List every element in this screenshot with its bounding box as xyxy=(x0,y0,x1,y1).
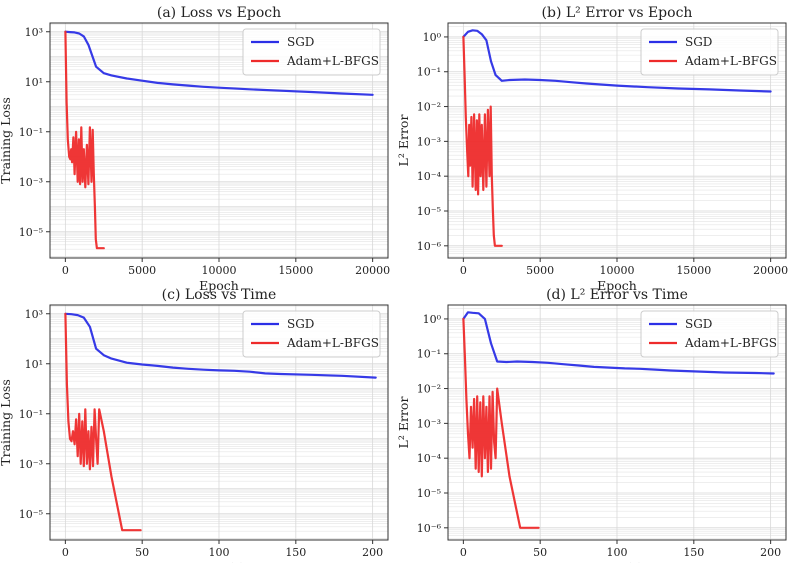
y-tick-label: 10⁻⁵ xyxy=(417,487,441,500)
chart-title: (c) Loss vs Time xyxy=(162,287,277,303)
y-axis-label: L² Error xyxy=(396,115,411,167)
legend: SGD Adam+L-BFGS xyxy=(640,28,779,76)
x-tick-label: 150 xyxy=(683,546,704,559)
chart-title: (d) L² Error vs Time xyxy=(546,287,688,303)
y-tick-label: 10⁻⁵ xyxy=(417,205,441,218)
legend-entry-adam-lbfgs: Adam+L-BFGS xyxy=(286,336,379,350)
y-tick-label: 10¹ xyxy=(25,358,43,371)
y-tick-label: 10⁻⁶ xyxy=(417,240,442,253)
series-lines xyxy=(64,30,374,250)
x-tick-label: 15000 xyxy=(676,264,711,277)
y-tick-label: 10¹ xyxy=(25,76,43,89)
x-tick-label: 200 xyxy=(362,546,383,559)
x-tick-label: 0 xyxy=(62,264,69,277)
y-tick-label: 10⁻⁴ xyxy=(417,452,442,465)
x-axis-label: Epoch xyxy=(597,278,637,293)
x-tick-label: 20000 xyxy=(753,264,788,277)
y-tick-label: 10⁻⁴ xyxy=(417,170,442,183)
chart-title: (a) Loss vs Epoch xyxy=(157,5,281,21)
legend-box xyxy=(242,310,381,358)
x-tick-label: 5000 xyxy=(128,264,156,277)
y-axis-label: Training Loss xyxy=(0,379,13,466)
legend-box xyxy=(242,28,381,76)
x-axis-label: Epoch xyxy=(199,278,239,293)
x-tick-label: 10000 xyxy=(600,264,635,277)
legend-box xyxy=(640,310,779,358)
y-tick-label: 10⁻¹ xyxy=(19,126,43,139)
x-tick-label: 0 xyxy=(62,546,69,559)
x-tick-label: 150 xyxy=(285,546,306,559)
y-tick-label: 10³ xyxy=(25,26,43,39)
panel-b: 0 5000 10000 15000 20000 10⁰ 10⁻¹ 10⁻² 10⁻³ 10⁻⁴ 1… xyxy=(396,5,788,293)
series-lines xyxy=(462,29,772,247)
y-tick-label: 10⁰ xyxy=(423,313,442,326)
panel-a: 0 5000 10000 15000 20000 10³ 10¹ 10⁻¹ 10⁻³ 10⁻⁵ (a… xyxy=(0,5,390,293)
series-line-sgd xyxy=(64,312,377,379)
x-tick-label: 20000 xyxy=(355,264,390,277)
x-tick-label: 100 xyxy=(209,546,230,559)
legend: SGD Adam+L-BFGS xyxy=(242,28,381,76)
y-tick-label: 10⁻³ xyxy=(19,458,43,471)
x-tick-label: 200 xyxy=(760,546,781,559)
panel-c: 0 50 100 150 200 10³ 10¹ 10⁻¹ 10⁻³ 10⁻⁵ (c) Loss v… xyxy=(0,287,389,563)
y-tick-label: 10³ xyxy=(25,308,43,321)
y-tick-label: 10⁻³ xyxy=(417,417,441,430)
x-axis-label: Time (s) xyxy=(591,560,643,563)
y-tick-label: 10⁻² xyxy=(417,383,441,396)
y-tick-label: 10⁻⁵ xyxy=(19,508,43,521)
y-tick-label: 10⁻¹ xyxy=(417,348,441,361)
panel-d: 0 50 100 150 200 10⁰ 10⁻¹ 10⁻² 10⁻³ 10⁻⁴ 10⁻⁵ 10⁻⁶ (… xyxy=(396,287,787,563)
legend-box xyxy=(640,28,779,76)
legend-entry-sgd: SGD xyxy=(287,35,314,49)
x-tick-label: 10000 xyxy=(202,264,237,277)
chart-title: (b) L² Error vs Epoch xyxy=(542,5,693,21)
y-axis-label: Training Loss xyxy=(0,97,13,184)
series-line-sgd xyxy=(462,311,775,375)
x-tick-label: 5000 xyxy=(526,264,554,277)
x-tick-label: 100 xyxy=(607,546,628,559)
x-tick-label: 0 xyxy=(460,264,467,277)
y-tick-label: 10⁻¹ xyxy=(417,66,441,79)
y-tick-label: 10⁻⁶ xyxy=(417,522,442,535)
x-axis-label: Time (s) xyxy=(193,560,245,563)
legend-entry-adam-lbfgs: Adam+L-BFGS xyxy=(286,54,379,68)
legend-entry-sgd: SGD xyxy=(685,317,712,331)
series-lines xyxy=(64,312,377,532)
legend: SGD Adam+L-BFGS xyxy=(242,310,381,358)
series-line-adam-lbfgs xyxy=(462,317,540,529)
y-tick-label: 10⁻¹ xyxy=(19,408,43,421)
series-line-adam-lbfgs xyxy=(64,30,105,250)
x-tick-label: 15000 xyxy=(278,264,313,277)
y-tick-label: 10⁰ xyxy=(423,31,442,44)
y-tick-label: 10⁻² xyxy=(417,101,441,114)
series-line-sgd xyxy=(64,30,374,96)
series-lines xyxy=(462,311,775,529)
x-tick-label: 0 xyxy=(460,546,467,559)
series-line-adam-lbfgs xyxy=(462,35,503,247)
legend-entry-sgd: SGD xyxy=(287,317,314,331)
y-tick-label: 10⁻⁵ xyxy=(19,226,43,239)
y-tick-label: 10⁻³ xyxy=(19,176,43,189)
series-line-adam-lbfgs xyxy=(64,312,142,532)
x-tick-label: 50 xyxy=(533,546,547,559)
legend-entry-adam-lbfgs: Adam+L-BFGS xyxy=(684,54,777,68)
y-tick-label: 10⁻³ xyxy=(417,135,441,148)
y-axis-label: L² Error xyxy=(396,397,411,449)
legend-entry-sgd: SGD xyxy=(685,35,712,49)
series-line-sgd xyxy=(462,29,772,93)
legend: SGD Adam+L-BFGS xyxy=(640,310,779,358)
x-tick-label: 50 xyxy=(135,546,149,559)
legend-entry-adam-lbfgs: Adam+L-BFGS xyxy=(684,336,777,350)
